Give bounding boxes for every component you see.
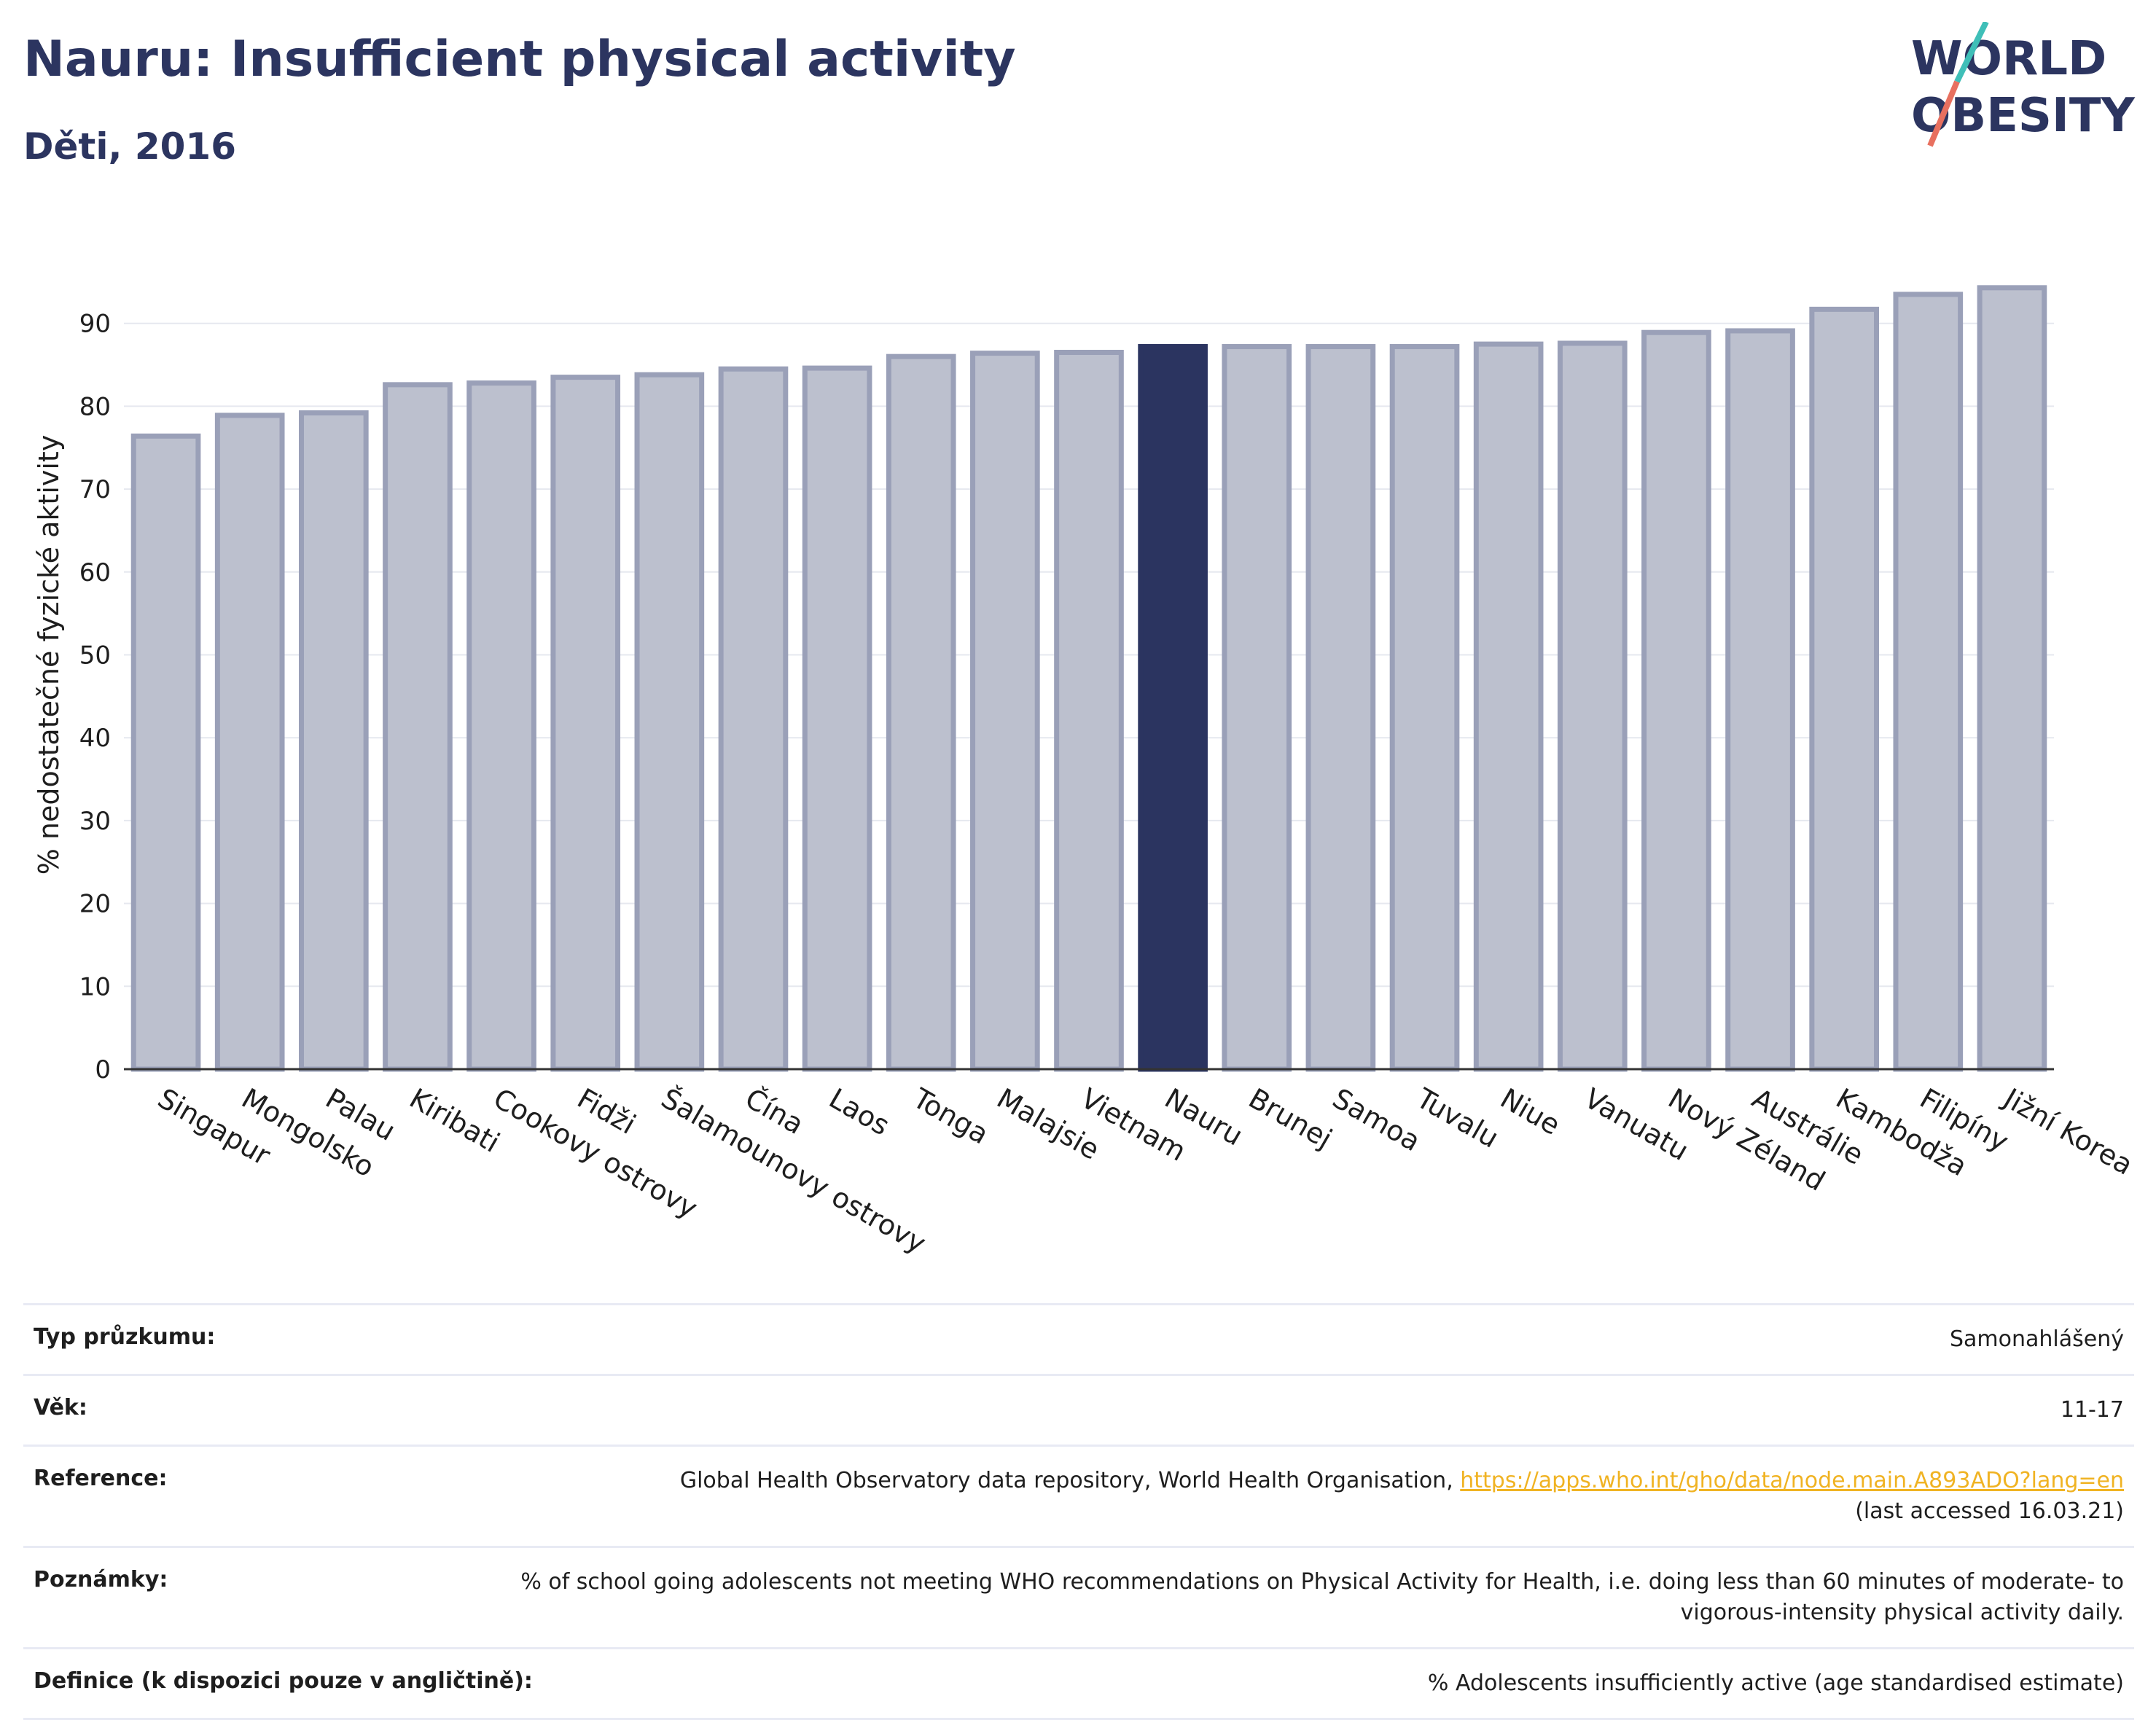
x-tick-label: Laos: [824, 1082, 895, 1142]
chart-subtitle: Děti, 2016: [23, 125, 237, 168]
bar-laos: [802, 365, 872, 1072]
x-tick-label: Niue: [1495, 1082, 1566, 1141]
metadata-table: Typ průzkumu: Samonahlášený Věk: 11-17 Refer…: [23, 1303, 2134, 1720]
x-tick-label: Tuvalu: [1410, 1082, 1504, 1154]
bar-nauru: [1138, 344, 1208, 1072]
bar-singapur: [130, 433, 201, 1072]
bar-austrálie: [1725, 328, 1795, 1072]
bars: [130, 285, 2047, 1072]
bar-malajsie: [970, 351, 1040, 1072]
bar-vietnam: [1054, 349, 1124, 1072]
bar-filipíny: [1893, 292, 1964, 1072]
y-tick-label: 30: [79, 807, 111, 836]
x-tick-label: Samoa: [1327, 1082, 1426, 1158]
reference-accessed: (last accessed 16.03.21): [1855, 1498, 2124, 1524]
bar-kambodža: [1809, 306, 1879, 1072]
meta-row: Věk: 11-17: [23, 1374, 2134, 1445]
x-tick-label: Tonga: [907, 1082, 993, 1150]
y-tick-label: 10: [79, 972, 111, 1001]
reference-link[interactable]: https://apps.who.int/gho/data/node.main.…: [1460, 1468, 2124, 1493]
meta-value: Samonahlášený: [1950, 1326, 2124, 1352]
bar-tonga: [886, 353, 956, 1072]
bar-čína: [718, 366, 789, 1072]
bar-cookovy-ostrovy: [466, 380, 536, 1072]
bar-mongolsko: [214, 413, 285, 1072]
y-tick-label: 40: [79, 724, 111, 753]
logo-slash-teal: [1954, 22, 1989, 83]
y-tick-label: 50: [79, 641, 111, 671]
bar-vanuatu: [1557, 340, 1628, 1072]
bar-niue: [1473, 341, 1544, 1072]
meta-value: 11-17: [2060, 1397, 2124, 1423]
bar-brunej: [1222, 344, 1292, 1072]
y-tick-label: 0: [95, 1055, 111, 1084]
logo-slash-coral: [1927, 80, 1960, 147]
meta-label: Typ průzkumu:: [34, 1324, 216, 1350]
bar-tuvalu: [1389, 344, 1460, 1072]
meta-value: Global Health Observatory data repositor…: [680, 1466, 2124, 1527]
meta-row: Typ průzkumu: Samonahlášený: [23, 1303, 2134, 1374]
bar-palau: [299, 410, 369, 1072]
y-tick-label: 20: [79, 890, 111, 919]
meta-value: % of school going adolescents not meetin…: [520, 1569, 2124, 1625]
logo-line1: WORLD: [1911, 32, 2106, 86]
bar-fidži: [550, 375, 621, 1072]
bar-chart: 0 10 20 30 40 50 60 70 80 90 SingapurMongolskoPal…: [33, 285, 2139, 1260]
x-tick-label: Kiribati: [404, 1082, 505, 1159]
chart-title: Nauru: Insufficient physical activity: [23, 31, 1016, 88]
y-tick-label: 90: [79, 310, 111, 339]
meta-label: Věk:: [34, 1395, 87, 1420]
world-obesity-logo: WORLD OBESITY: [1911, 22, 2135, 147]
bar-samoa: [1305, 344, 1376, 1072]
meta-row: Poznámky: % of school going adolescents n…: [23, 1546, 2134, 1647]
bar-šalamounovy-ostrovy: [634, 372, 705, 1072]
bar-nový-zéland: [1641, 329, 1711, 1072]
meta-label: Definice (k dispozici pouze v angličtině…: [34, 1668, 533, 1694]
y-axis-label: % nedostatečné fyzické aktivity: [33, 435, 65, 875]
y-axis-ticks: 0 10 20 30 40 50 60 70 80 90: [79, 310, 111, 1084]
bar-kiribati: [383, 382, 453, 1072]
y-tick-label: 70: [79, 475, 111, 504]
meta-value: % Adolescents insufficiently active (age…: [1427, 1670, 2124, 1696]
y-tick-label: 80: [79, 392, 111, 421]
y-tick-label: 60: [79, 558, 111, 587]
x-tick-label: Brunej: [1243, 1082, 1337, 1155]
meta-row: Reference: Global Health Observatory data…: [23, 1445, 2134, 1546]
meta-row: Definice (k dispozici pouze v angličtině…: [23, 1647, 2134, 1720]
meta-label: Reference:: [34, 1466, 168, 1491]
bar-jižní-korea: [1977, 285, 2047, 1072]
meta-label: Poznámky:: [34, 1567, 168, 1592]
x-tick-label: Jižní Korea: [1997, 1082, 2139, 1181]
reference-text: Global Health Observatory data repositor…: [679, 1468, 1461, 1493]
